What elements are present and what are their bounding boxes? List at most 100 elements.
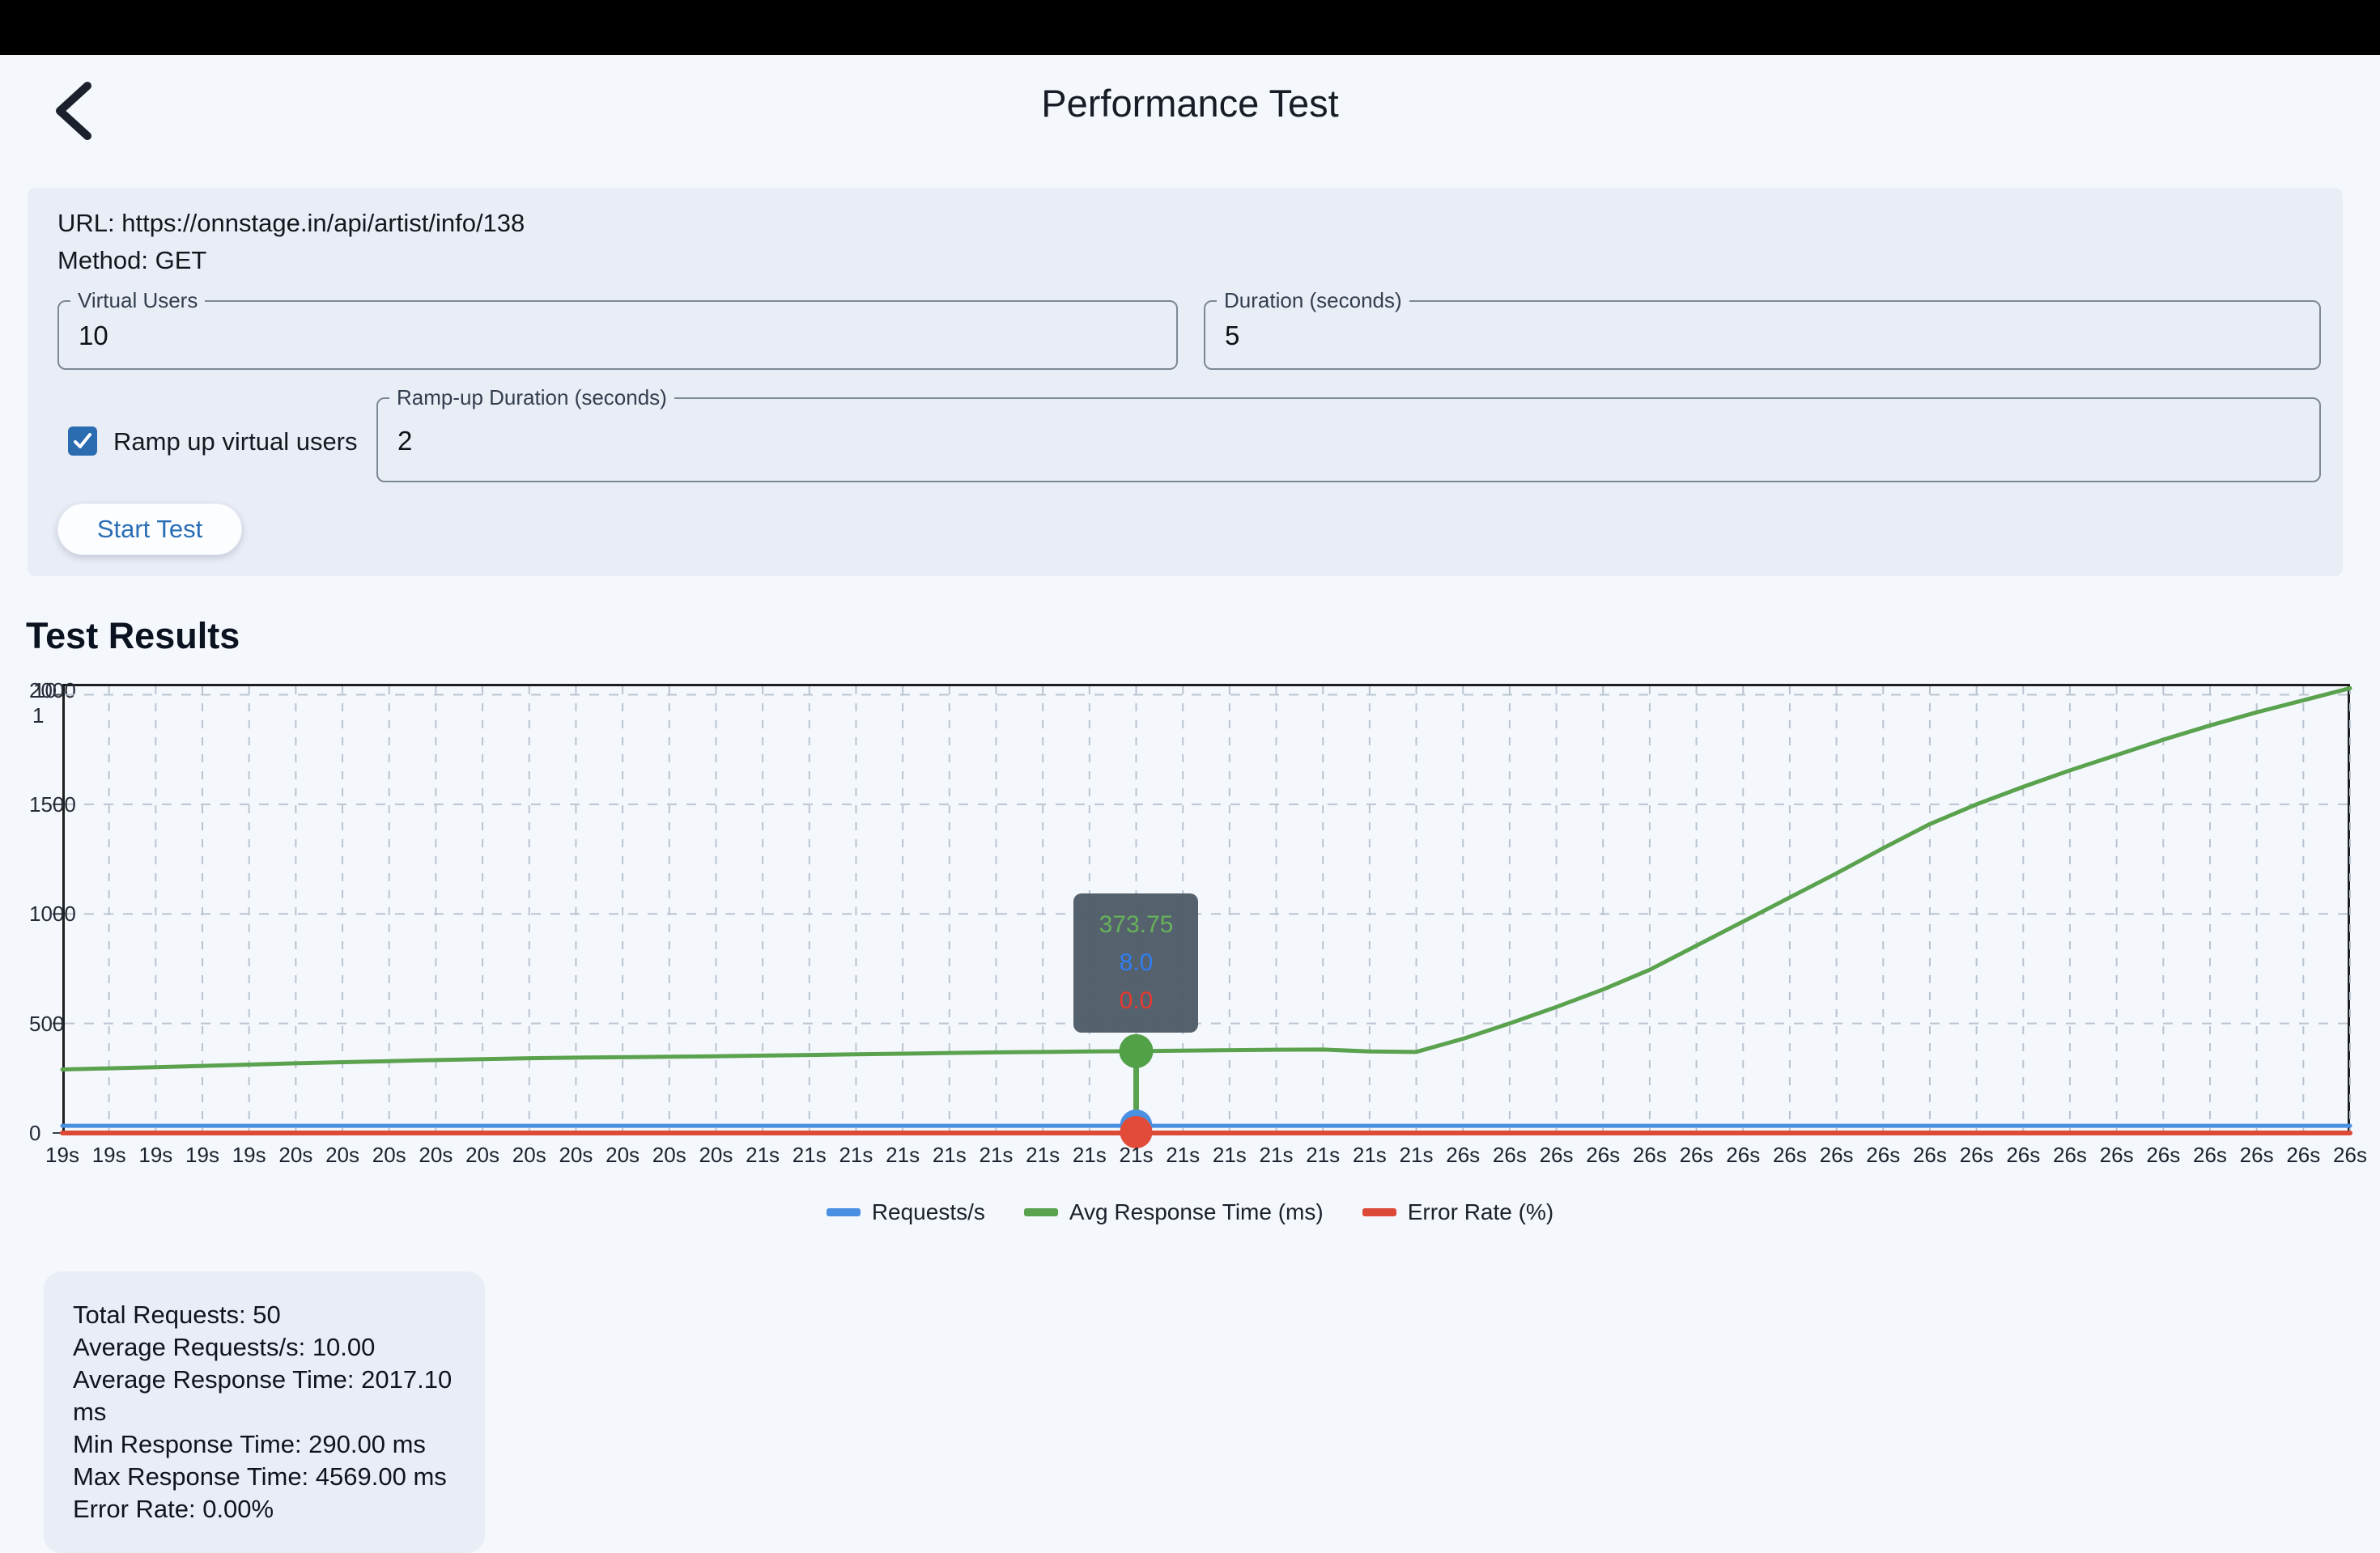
- virtual-users-label: Virtual Users: [70, 288, 206, 313]
- x-axis-tick-label: 20s: [652, 1143, 686, 1167]
- legend-label-error-rate: Error Rate (%): [1407, 1199, 1554, 1224]
- x-axis-tick-label: 26s: [1492, 1143, 1527, 1167]
- legend-item-requests: Requests/s: [826, 1199, 985, 1225]
- tooltip-requests-value: 8.0: [1119, 949, 1154, 976]
- x-axis-tick-label: 20s: [372, 1143, 406, 1167]
- x-axis-tick-label: 26s: [1866, 1143, 1901, 1167]
- x-axis-tick-label: 26s: [1679, 1143, 1714, 1167]
- requests-swatch-icon: [826, 1208, 861, 1216]
- virtual-users-input[interactable]: [77, 303, 1162, 368]
- x-axis-tick-label: 20s: [606, 1143, 640, 1167]
- x-axis-tick-label: 21s: [1352, 1143, 1387, 1167]
- y-axis-max-response: 2000: [29, 678, 76, 702]
- tooltip-response-dot: [1119, 1033, 1154, 1068]
- http-method-text: Method: GET: [57, 246, 207, 274]
- tooltip-response-value: 373.75: [1099, 911, 1174, 938]
- x-axis-tick-label: 21s: [746, 1143, 780, 1167]
- legend-label-requests: Requests/s: [871, 1199, 985, 1224]
- x-axis-tick-label: 26s: [2239, 1143, 2274, 1167]
- x-axis-tick-label: 26s: [1446, 1143, 1481, 1167]
- top-bar: [0, 0, 2380, 55]
- start-test-button[interactable]: Start Test: [57, 503, 242, 555]
- ramp-up-checkbox-label: Ramp up virtual users: [113, 427, 358, 456]
- x-axis-tick-label: 21s: [1306, 1143, 1341, 1167]
- x-axis-tick-label: 26s: [2286, 1143, 2321, 1167]
- x-axis-tick-label: 26s: [1912, 1143, 1947, 1167]
- x-axis-tick-label: 21s: [1119, 1143, 1154, 1167]
- duration-input[interactable]: [1223, 303, 2305, 368]
- x-axis-tick-label: 21s: [932, 1143, 967, 1167]
- x-axis-tick-label: 21s: [979, 1143, 1014, 1167]
- x-axis-tick-label: 19s: [91, 1143, 126, 1167]
- ramp-up-duration-field: Ramp-up Duration (seconds): [376, 385, 2321, 482]
- response-time-swatch-icon: [1023, 1208, 1058, 1216]
- results-heading: Test Results: [26, 615, 240, 656]
- x-axis-tick-label: 21s: [1399, 1143, 1434, 1167]
- x-axis-tick-label: 21s: [1026, 1143, 1060, 1167]
- chart-legend: Requests/s Avg Response Time (ms) Error …: [0, 1199, 2380, 1225]
- x-axis-tick-label: 19s: [232, 1143, 266, 1167]
- x-axis-tick-label: 26s: [1959, 1143, 1994, 1167]
- x-axis-tick-label: 26s: [2099, 1143, 2134, 1167]
- x-axis-tick-label: 21s: [1259, 1143, 1294, 1167]
- y-axis-tick-label: 500: [29, 1011, 65, 1036]
- x-axis-tick-label: 20s: [278, 1143, 313, 1167]
- legend-label-response-time: Avg Response Time (ms): [1069, 1199, 1324, 1224]
- x-axis-tick-label: 20s: [325, 1143, 359, 1167]
- series-line-1: [60, 685, 2352, 1071]
- x-axis-tick-label: 21s: [1212, 1143, 1247, 1167]
- x-axis-tick-label: 26s: [2006, 1143, 2041, 1167]
- y-axis-tick-label: 0: [29, 1121, 41, 1145]
- x-axis-tick-label: 26s: [1726, 1143, 1761, 1167]
- x-axis-tick-label: 20s: [465, 1143, 500, 1167]
- y-axis-tick-label: 1500: [29, 791, 76, 817]
- x-axis-tick-label: 21s: [886, 1143, 920, 1167]
- y-axis-max-error: 1: [32, 703, 45, 728]
- target-url-text: URL: https://onnstage.in/api/artist/info…: [57, 209, 525, 237]
- x-axis-tick-label: 20s: [699, 1143, 733, 1167]
- x-axis-tick-label: 26s: [2052, 1143, 2087, 1167]
- stat-average-requests: Average Requests/s: 10.00: [73, 1333, 376, 1361]
- stat-min-response: Min Response Time: 290.00 ms: [73, 1430, 426, 1458]
- x-axis-tick-label: 19s: [45, 1143, 79, 1167]
- virtual-users-field: Virtual Users: [57, 288, 1178, 370]
- y-axis-max-requests: 10: [33, 678, 57, 702]
- x-axis-tick-label: 21s: [792, 1143, 827, 1167]
- x-axis-tick-label: 19s: [138, 1143, 173, 1167]
- duration-field: Duration (seconds): [1204, 288, 2321, 370]
- x-axis-tick-label: 20s: [512, 1143, 546, 1167]
- back-chevron-icon: [56, 82, 91, 140]
- x-axis-tick-label: 21s: [1166, 1143, 1201, 1167]
- test-config-panel: URL: https://onnstage.in/api/artist/info…: [28, 188, 2343, 576]
- stat-total-requests: Total Requests: 50: [73, 1301, 281, 1329]
- x-axis-tick-label: 19s: [185, 1143, 219, 1167]
- tooltip-error-value: 0.0: [1119, 987, 1154, 1014]
- x-axis-tick-label: 20s: [419, 1143, 453, 1167]
- y-axis-tick-label: 1000: [29, 902, 76, 927]
- legend-item-error-rate: Error Rate (%): [1362, 1199, 1553, 1225]
- x-axis-tick-label: 21s: [1072, 1143, 1107, 1167]
- legend-item-response-time: Avg Response Time (ms): [1023, 1199, 1324, 1225]
- error-rate-swatch-icon: [1362, 1208, 1396, 1216]
- stat-max-response: Max Response Time: 4569.00 ms: [73, 1462, 447, 1491]
- chart-tooltip: 373.75 8.0 0.0: [1073, 893, 1199, 1033]
- x-axis-tick-label: 26s: [1632, 1143, 1667, 1167]
- x-axis-tick-label: 21s: [839, 1143, 873, 1167]
- x-axis-tick-label: 26s: [1539, 1143, 1574, 1167]
- summary-stats: Total Requests: 50 Average Requests/s: 1…: [44, 1271, 485, 1553]
- stat-average-response: Average Response Time: 2017.10 ms: [73, 1365, 453, 1426]
- ramp-up-checkbox[interactable]: [68, 426, 97, 456]
- x-axis-tick-label: 26s: [1819, 1143, 1854, 1167]
- x-axis-tick-label: 26s: [1772, 1143, 1807, 1167]
- tooltip-error-dot: [1120, 1116, 1153, 1148]
- x-axis-tick-label: 26s: [2333, 1143, 2367, 1167]
- stat-error-rate: Error Rate: 0.00%: [73, 1495, 274, 1523]
- x-axis-tick-label: 20s: [559, 1143, 593, 1167]
- back-button[interactable]: [40, 74, 110, 147]
- x-axis-tick-label: 26s: [2146, 1143, 2181, 1167]
- results-chart: 2000 10 1 373.75 8.0 0.0 Requests/s Avg …: [0, 664, 2380, 1279]
- x-axis-tick-label: 26s: [1586, 1143, 1621, 1167]
- check-icon: [74, 433, 91, 448]
- ramp-up-duration-input[interactable]: [396, 401, 2305, 481]
- x-axis-tick-label: 26s: [2193, 1143, 2227, 1167]
